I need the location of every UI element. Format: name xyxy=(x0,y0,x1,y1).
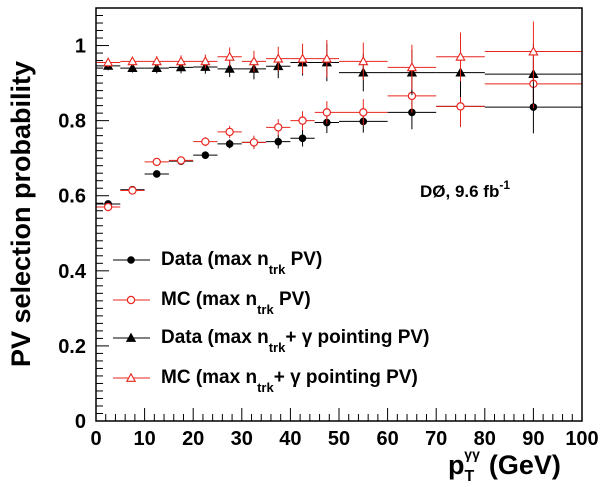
marker-filled-triangle xyxy=(125,332,137,342)
marker-open-triangle xyxy=(297,53,308,63)
legend-marker-filled-circle xyxy=(113,256,150,264)
marker-filled-triangle xyxy=(127,62,138,72)
marker-filled-circle xyxy=(298,134,307,143)
marker-open-circle xyxy=(298,116,307,125)
series-open-circle xyxy=(96,59,582,212)
marker-open-triangle xyxy=(321,53,332,63)
marker-open-triangle xyxy=(127,55,138,66)
marker-open-triangle xyxy=(455,51,466,61)
y-tick-label: 0.6 xyxy=(58,186,86,208)
marker-filled-triangle xyxy=(224,63,235,73)
marker-open-circle xyxy=(225,127,234,137)
marker-open-triangle xyxy=(200,55,211,66)
y-tick-label: 0 xyxy=(75,411,86,433)
axes: 0 10 20 30 40 50 60 70 80 90 100 0 0.2 0.4 0.6 0.8 1 xyxy=(58,7,599,450)
x-tick-label: 10 xyxy=(133,428,155,450)
x-axis-label: pTγγ (GeV) xyxy=(448,446,561,485)
x-tick-label: 90 xyxy=(522,428,544,450)
legend-label: Data (max ntrk PV) xyxy=(161,249,322,277)
experiment-annotation: DØ, 9.6 fb-1 xyxy=(420,178,510,201)
marker-open-circle xyxy=(128,186,137,195)
marker-open-circle xyxy=(126,295,136,305)
series-open-triangle xyxy=(96,21,582,90)
marker-open-circle xyxy=(152,157,161,167)
marker-filled-circle xyxy=(152,170,161,178)
marker-open-triangle xyxy=(175,55,187,66)
marker-open-triangle xyxy=(151,55,162,66)
marker-open-triangle xyxy=(224,51,235,61)
marker-filled-circle xyxy=(127,256,135,264)
marker-open-triangle xyxy=(125,372,137,382)
x-tick-label: 60 xyxy=(376,428,398,450)
marker-open-circle xyxy=(322,108,332,117)
legend-entry-data-max-ntrk-gamma: Data (max ntrk+ γ pointing PV) xyxy=(113,327,429,355)
y-tick-label: 1 xyxy=(75,36,86,58)
marker-open-triangle xyxy=(406,61,418,72)
legend-marker-open-circle xyxy=(113,295,150,305)
marker-filled-circle xyxy=(274,137,283,146)
legend-entry-data-max-ntrk: Data (max ntrk PV) xyxy=(113,249,322,277)
y-tick-label: 0.2 xyxy=(58,336,86,358)
x-tick-label: 0 xyxy=(90,428,101,450)
legend-label: MC (max ntrk+ γ pointing PV) xyxy=(161,367,418,395)
x-tick-label: 70 xyxy=(425,428,447,450)
marker-filled-circle xyxy=(225,140,234,148)
plot-frame xyxy=(95,7,583,422)
x-tick-label: 100 xyxy=(565,428,598,450)
legend-label: MC (max ntrk PV) xyxy=(161,289,311,317)
marker-open-triangle xyxy=(358,55,369,66)
legend-marker-filled-triangle xyxy=(113,332,150,342)
marker-open-triangle xyxy=(528,46,539,56)
marker-filled-circle xyxy=(201,151,210,159)
x-tick-label: 80 xyxy=(474,428,496,450)
x-tick-label: 30 xyxy=(231,428,253,450)
legend-entry-mc-max-ntrk-gamma: MC (max ntrk+ γ pointing PV) xyxy=(113,367,418,395)
legend: Data (max ntrk PV) MC (max ntrk PV) Data… xyxy=(113,249,429,395)
marker-open-circle xyxy=(359,108,368,117)
y-axis-label: PV selection probability xyxy=(6,61,36,367)
data-layer xyxy=(96,21,582,212)
legend-entry-mc-max-ntrk: MC (max ntrk PV) xyxy=(113,289,311,317)
marker-filled-triangle xyxy=(151,62,162,72)
marker-open-circle xyxy=(176,156,186,165)
marker-open-triangle xyxy=(103,57,114,67)
marker-open-circle xyxy=(456,102,465,111)
marker-open-circle xyxy=(201,137,210,146)
marker-open-triangle xyxy=(248,55,260,66)
legend-marker-open-triangle xyxy=(113,372,150,382)
x-tick-label: 40 xyxy=(279,428,301,450)
x-tick-label: 50 xyxy=(328,428,350,450)
legend-label: Data (max ntrk+ γ pointing PV) xyxy=(161,327,429,355)
y-tick-label: 0.4 xyxy=(58,261,87,283)
marker-open-triangle xyxy=(273,53,284,63)
x-tick-label: 20 xyxy=(182,428,204,450)
y-tick-label: 0.8 xyxy=(58,111,86,133)
marker-open-circle xyxy=(274,123,283,132)
marker-open-circle xyxy=(103,202,113,212)
marker-open-circle xyxy=(249,138,259,147)
